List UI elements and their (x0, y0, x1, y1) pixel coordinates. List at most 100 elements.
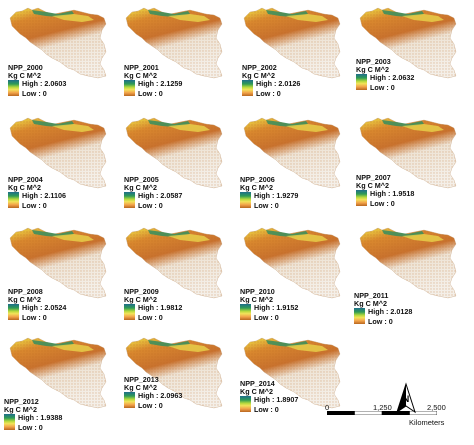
color-ramp (4, 414, 15, 430)
map-legend: NPP_2011 Kg C M^2 High : 2.0128 Low : 0 (354, 291, 412, 326)
iran-npp-map (9, 7, 107, 79)
map-legend: NPP_2013 Kg C M^2 High : 2.0963 Low : 0 (124, 375, 182, 410)
legend-high: High : 2.0587 (138, 191, 183, 200)
map-legend: NPP_2009 Kg C M^2 High : 1.9812 Low : 0 (124, 288, 182, 322)
map-legend: NPP_2005 Kg C M^2 High : 2.0587 Low : 0 (124, 175, 182, 210)
legend-high: High : 2.1259 (138, 79, 183, 88)
color-ramp (356, 74, 367, 90)
panel-title: NPP_2001 (124, 63, 159, 72)
legend-low: Low : 0 (254, 313, 279, 322)
panel-title: NPP_2000 (8, 63, 43, 72)
map-legend: NPP_2001 Kg C M^2 High : 2.1259 Low : 0 (124, 63, 182, 98)
color-ramp (8, 80, 19, 96)
map-panel: NPP_2012 Kg C M^2 High : 1.9388 Low : 0 (2, 332, 120, 443)
map-legend: NPP_2002 Kg C M^2 High : 2.0126 Low : 0 (242, 63, 300, 98)
panel-title: NPP_2005 (124, 175, 159, 184)
iran-npp-map (9, 227, 107, 299)
iran-npp-map (359, 117, 457, 189)
legend-low: Low : 0 (254, 201, 279, 210)
north-arrow-icon: N (396, 382, 416, 414)
panel-title: NPP_2013 (124, 375, 159, 384)
legend-low: Low : 0 (254, 405, 279, 414)
map-panel: NPP_2013 Kg C M^2 High : 2.0963 Low : 0 (118, 332, 236, 443)
iran-npp-map (359, 227, 457, 299)
panel-title: NPP_2011 (354, 291, 389, 300)
map-legend: NPP_2008 Kg C M^2 High : 2.0524 Low : 0 (8, 287, 66, 322)
north-label: N (403, 394, 410, 404)
iran-npp-map (243, 227, 341, 299)
iran-npp-map (243, 337, 341, 409)
panel-title: NPP_2006 (240, 175, 275, 184)
color-ramp (8, 192, 19, 208)
iran-npp-map (125, 337, 223, 409)
map-legend: NPP_2010 Kg C M^2 High : 1.9152 Low : 0 (240, 287, 298, 322)
legend-unit: Kg C M^2 (354, 299, 387, 308)
panel-title: NPP_2002 (242, 63, 277, 72)
color-ramp (240, 192, 251, 208)
map-legend: NPP_2006 Kg C M^2 High : 1.9279 Low : 0 (240, 175, 298, 210)
legend-low: Low : 0 (138, 89, 163, 98)
legend-unit: Kg C M^2 (124, 71, 157, 80)
panel-title: NPP_2014 (240, 379, 275, 388)
map-legend: NPP_2014 Kg C M^2 High : 1.8907 Low : 0 (240, 379, 298, 414)
map-panel: NPP_2006 Kg C M^2 High : 1.9279 Low : 0 (236, 112, 354, 223)
legend-high: High : 2.0603 (22, 79, 67, 88)
legend-high: High : 2.0128 (368, 307, 413, 316)
map-panel: NPP_2010 Kg C M^2 High : 1.9152 Low : 0 (236, 222, 354, 333)
legend-high: High : 2.1106 (22, 191, 66, 200)
map-legend: NPP_2007 Kg C M^2 High : 1.9518 Low : 0 (356, 173, 414, 208)
legend-high: High : 1.9279 (254, 191, 299, 200)
map-panel: NPP_2004 Kg C M^2 High : 2.1106 Low : 0 (2, 112, 120, 223)
panel-title: NPP_2012 (4, 397, 39, 406)
map-panel: NPP_2005 Kg C M^2 High : 2.0587 Low : 0 (118, 112, 236, 223)
map-legend: NPP_2012 Kg C M^2 High : 1.9388 Low : 0 (4, 397, 62, 432)
map-legend: NPP_2000 Kg C M^2 High : 2.0603 Low : 0 (8, 63, 66, 98)
legend-low: Low : 0 (138, 401, 163, 410)
legend-low: Low : 0 (138, 201, 163, 210)
legend-high: High : 1.8907 (254, 395, 299, 404)
color-ramp (240, 396, 251, 412)
iran-npp-map (359, 7, 457, 79)
legend-low: Low : 0 (370, 83, 395, 92)
color-ramp (356, 190, 367, 206)
iran-npp-map (9, 337, 107, 409)
map-panel: NPP_2014 Kg C M^2 High : 1.8907 Low : 0 (236, 332, 354, 443)
iran-npp-map (125, 7, 223, 79)
scale-bar-graphic (327, 411, 437, 415)
map-panel: NPP_2009 Kg C M^2 High : 1.9812 Low : 0 (118, 222, 236, 333)
legend-unit: Kg C M^2 (356, 181, 389, 190)
map-panel: NPP_2011 Kg C M^2 High : 2.0128 Low : 0 (352, 222, 470, 333)
legend-high: High : 1.9388 (18, 413, 63, 422)
legend-high: High : 2.0963 (138, 391, 183, 400)
color-ramp (242, 80, 253, 96)
legend-high: High : 2.0126 (256, 79, 301, 88)
color-ramp (354, 308, 365, 324)
scale-unit: Kilometers (409, 418, 445, 427)
panel-title: NPP_2007 (356, 173, 391, 182)
color-ramp (124, 80, 135, 96)
legend-unit: Kg C M^2 (356, 65, 389, 74)
panel-title: NPP_2010 (240, 287, 275, 296)
legend-low: Low : 0 (22, 313, 47, 322)
legend-unit: Kg C M^2 (4, 405, 37, 414)
legend-unit: Kg C M^2 (240, 387, 273, 396)
iran-npp-map (125, 227, 223, 299)
color-ramp (240, 304, 251, 320)
iran-npp-map (243, 7, 341, 79)
map-panel: NPP_2008 Kg C M^2 High : 2.0524 Low : 0 (2, 222, 120, 333)
legend-low: Low : 0 (22, 201, 47, 210)
legend-unit: Kg C M^2 (242, 71, 275, 80)
legend-low: Low : 0 (370, 199, 395, 208)
legend-low: Low : 0 (368, 317, 393, 326)
legend-low: Low : 0 (22, 89, 47, 98)
legend-unit: Kg C M^2 (124, 295, 157, 304)
color-ramp (124, 304, 135, 320)
scale-label-2500: 2,500 (427, 403, 446, 412)
map-panel: NPP_2002 Kg C M^2 High : 2.0126 Low : 0 (236, 2, 354, 113)
legend-unit: Kg C M^2 (8, 295, 41, 304)
panel-title: NPP_2008 (8, 287, 43, 296)
legend-unit: Kg C M^2 (8, 183, 41, 192)
legend-unit: Kg C M^2 (124, 183, 157, 192)
color-ramp (8, 304, 19, 320)
legend-unit: Kg C M^2 (124, 383, 157, 392)
